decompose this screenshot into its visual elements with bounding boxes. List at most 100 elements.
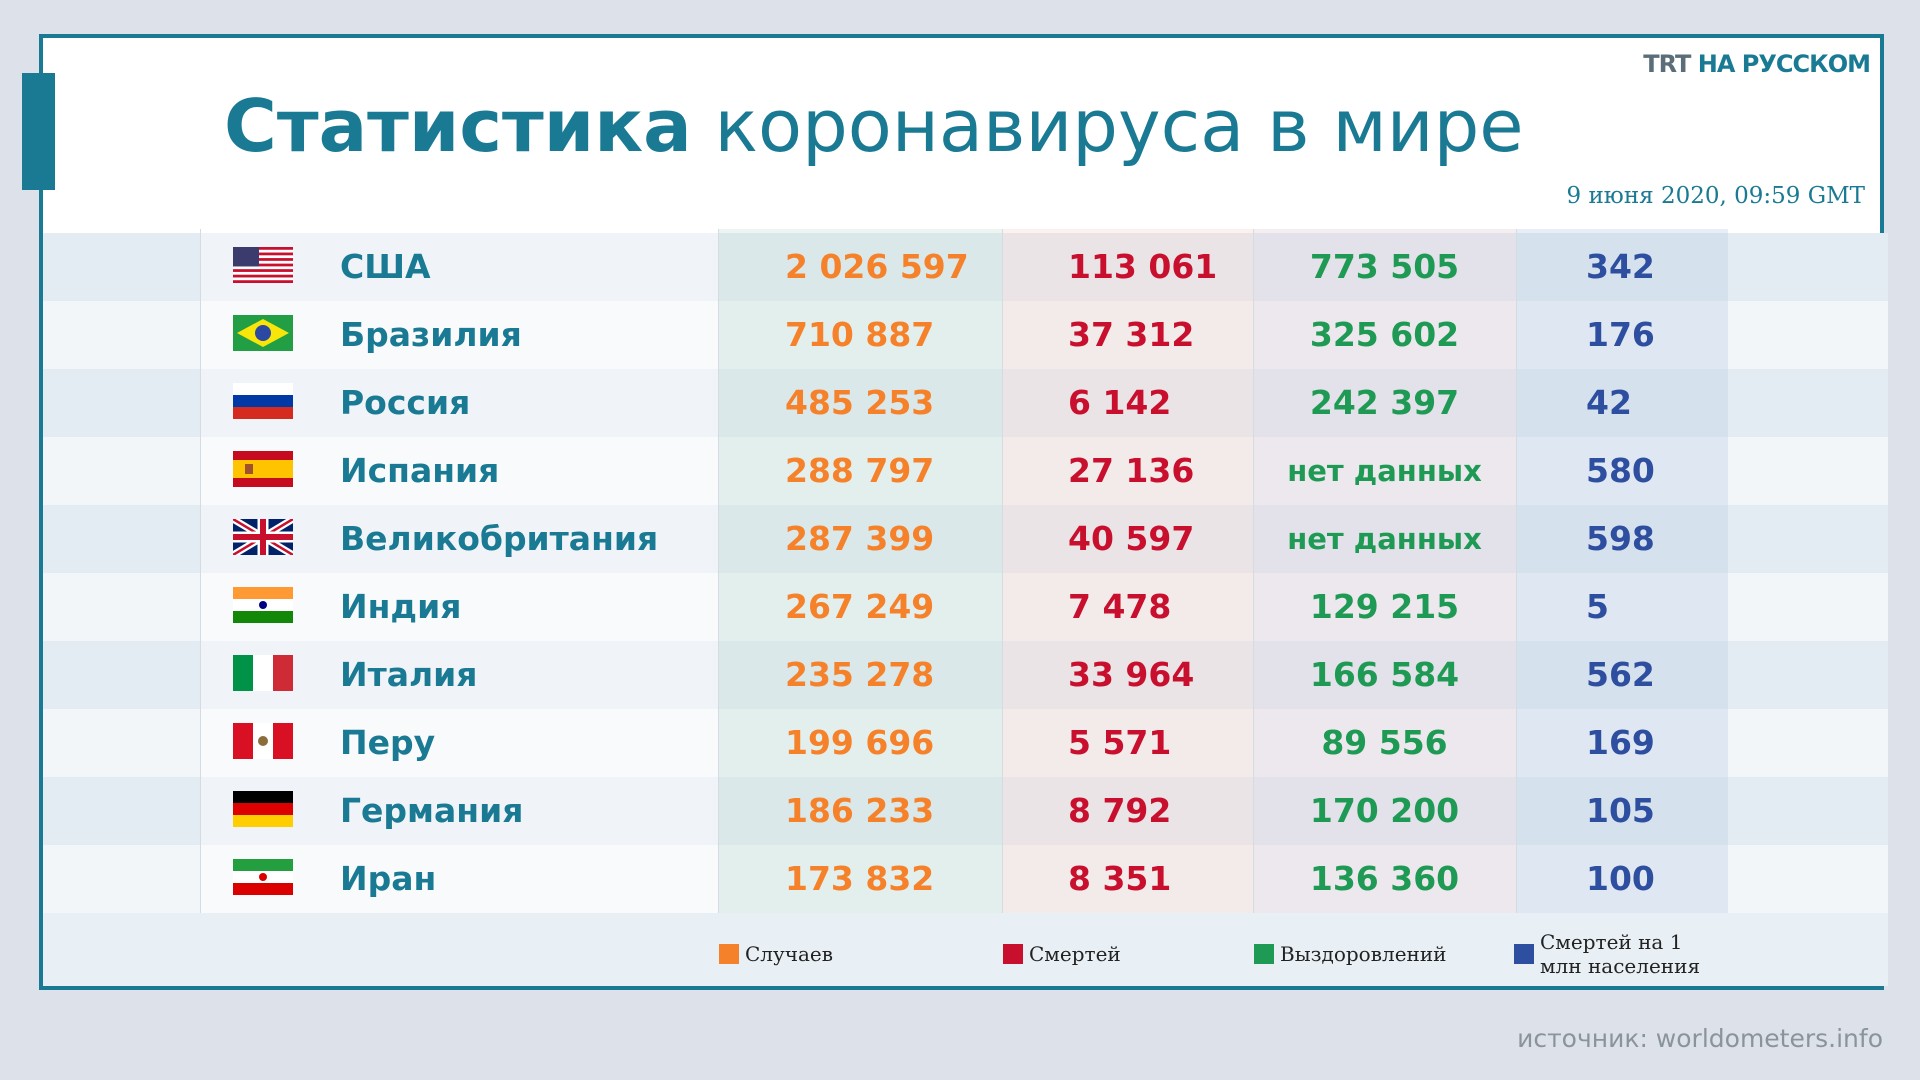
value-cell: 166 584: [1309, 655, 1460, 694]
value-cell: 176: [1586, 315, 1655, 354]
legend-label: Выздоровлений: [1280, 942, 1447, 966]
column-tint: [718, 229, 1003, 913]
legend-label: Случаев: [745, 942, 833, 966]
flag: [233, 723, 293, 759]
flag-holder: [231, 515, 295, 559]
value-cell: 33 964: [1068, 655, 1195, 694]
logo-bold: TRT: [1643, 50, 1691, 78]
flag: [233, 383, 293, 419]
legend-line: Случаев: [745, 942, 834, 966]
column-tint: [1516, 229, 1728, 913]
flag-holder: [233, 315, 293, 351]
legend-swatch: [1003, 944, 1023, 964]
row-band: [43, 777, 1888, 845]
country-name: Индия: [340, 587, 462, 626]
legend-line: млн населения: [1540, 954, 1701, 978]
flag-holder: [233, 655, 293, 691]
flag-holder: [233, 723, 293, 759]
row-band: [43, 709, 1888, 777]
title-rest: коронавируса в мире: [714, 84, 1524, 168]
value-cell: 325 602: [1309, 315, 1460, 354]
value-cell: 5: [1586, 587, 1609, 626]
flag: [231, 515, 295, 559]
value-cell: 105: [1586, 791, 1655, 830]
value-cell: 288 797: [785, 451, 935, 490]
value-cell: 27 136: [1068, 451, 1195, 490]
row-band: [43, 369, 1888, 437]
logo-rest: НА РУССКОМ: [1697, 50, 1871, 78]
flag: [233, 247, 293, 283]
row-band: [43, 233, 1888, 301]
value-cell: 342: [1586, 247, 1655, 286]
value-cell: 562: [1586, 655, 1655, 694]
value-cell: 235 278: [785, 655, 935, 694]
value-cell: 267 249: [785, 587, 935, 626]
value-cell: 42: [1586, 383, 1632, 422]
row-band: [43, 437, 1888, 505]
value-cell: 580: [1586, 451, 1655, 490]
legend-line: Выздоровлений: [1280, 942, 1447, 966]
value-cell: 136 360: [1309, 859, 1460, 898]
row-band: [43, 913, 1888, 986]
flag: [233, 791, 293, 827]
date: 9 июня 2020, 09:59 GMT: [1566, 183, 1865, 209]
flag-holder: [233, 247, 293, 283]
country-name: Великобритания: [340, 519, 659, 558]
value-cell: 169: [1586, 723, 1655, 762]
value-cell: 5 571: [1068, 723, 1172, 762]
country-name: Россия: [340, 383, 471, 422]
accent-bar: [22, 73, 55, 190]
value-cell: 2 026 597: [785, 247, 969, 286]
value-cell: 186 233: [785, 791, 935, 830]
legend-line: Смертей на 1: [1540, 930, 1683, 954]
value-cell: 170 200: [1309, 791, 1460, 830]
value-cell: 287 399: [785, 519, 935, 558]
logo: TRT НА РУССКОМ: [1643, 50, 1871, 78]
value-cell: 7 478: [1068, 587, 1172, 626]
value-cell: 100: [1586, 859, 1655, 898]
flag-holder: [233, 383, 293, 419]
value-cell: 485 253: [785, 383, 935, 422]
value-cell: 242 397: [1309, 383, 1460, 422]
legend-label: Смертей на 1 млн населения: [1540, 930, 1700, 978]
value-cell: 8 351: [1068, 859, 1172, 898]
flag: [233, 655, 293, 691]
value-cell: 8 792: [1068, 791, 1172, 830]
country-name: Иран: [340, 859, 437, 898]
country-name: США: [340, 247, 431, 286]
column-tint: [1253, 229, 1517, 913]
value-cell: 6 142: [1068, 383, 1172, 422]
column-tint: [1002, 229, 1254, 913]
flag-holder: [233, 791, 293, 827]
country-name: Бразилия: [340, 315, 522, 354]
value-cell: 129 215: [1309, 587, 1460, 626]
country-name: Италия: [340, 655, 478, 694]
row-band: [43, 505, 1888, 573]
value-cell: 113 061: [1068, 247, 1218, 286]
legend-swatch: [719, 944, 739, 964]
legend-line: Смертей: [1029, 942, 1121, 966]
value-cell: 773 505: [1309, 247, 1460, 286]
flag: [233, 587, 293, 623]
flag-holder: [233, 451, 293, 487]
row-band: [43, 573, 1888, 641]
value-cell: 89 556: [1321, 723, 1448, 762]
country-name: Перу: [340, 723, 436, 762]
value-cell: 173 832: [785, 859, 935, 898]
row-band: [43, 641, 1888, 709]
value-cell: нет данных: [1287, 454, 1482, 488]
value-cell: 710 887: [785, 315, 935, 354]
legend-label: Смертей: [1029, 942, 1121, 966]
flag: [233, 315, 293, 351]
value-cell: 598: [1586, 519, 1655, 558]
value-cell: 40 597: [1068, 519, 1195, 558]
value-cell: 37 312: [1068, 315, 1195, 354]
flag: [233, 859, 293, 895]
title: Статистика коронавируса в мире: [224, 84, 1524, 168]
legend-swatch: [1514, 944, 1534, 964]
title-bold: Статистика: [224, 84, 692, 168]
source: источник: worldometers.info: [1517, 1024, 1883, 1053]
value-cell: 199 696: [785, 723, 935, 762]
row-band: [43, 845, 1888, 913]
